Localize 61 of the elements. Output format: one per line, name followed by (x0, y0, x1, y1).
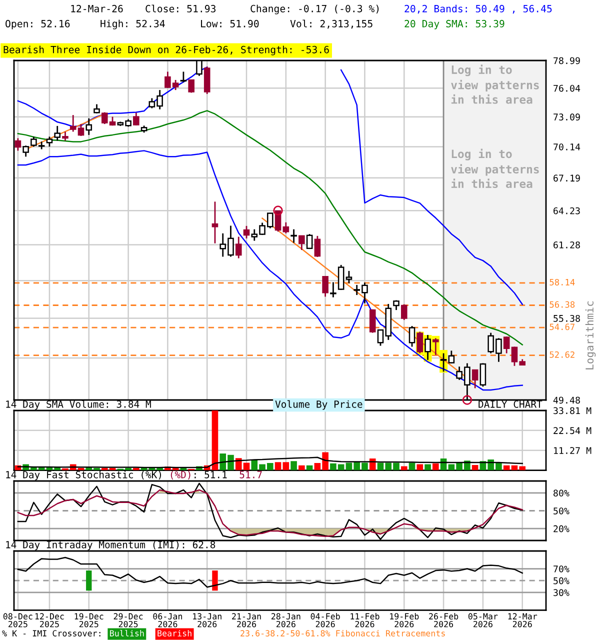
x-tick-label: 08-Dec 2025 (3, 613, 32, 628)
x-tick-label: 11-Feb 2026 (350, 613, 380, 628)
text: Low: 51.90 (201, 20, 259, 28)
text: 12-Mar-26 (71, 4, 123, 12)
ref-line-label: 58.14 (550, 278, 575, 286)
y-tick-label: 76.04 (554, 84, 580, 92)
text: High: 52.34 (100, 20, 165, 30)
text: 20,2 Bands: 50.49 , 56.45 (404, 4, 552, 14)
ref-line-label: 52.62 (550, 351, 574, 358)
y-tick-label: 73.09 (554, 114, 580, 120)
x-tick-label: 13-Jan 2026 (193, 613, 222, 628)
text: 51.7 (240, 471, 262, 478)
y-tick-label: 61.28 (554, 241, 580, 248)
x-tick-label: 12-Mar 2026 (508, 613, 538, 628)
text: Close: 51.93 (146, 4, 216, 12)
x-tick-label: 28-Jan 2026 (271, 613, 300, 628)
series-label: 14 Day Fast Stochastic (%K) (6, 470, 162, 480)
chart-title: 14 Day SMA Volume: 3.84 M (6, 400, 151, 410)
y-tick-label: 80% (554, 490, 570, 497)
ref-line-label: 56.38 (550, 301, 575, 308)
x-tick-label: 29-Dec 2025 (114, 613, 143, 628)
text: Vol: 2,313,155 (290, 20, 372, 29)
y-tick-label: 11.27 M (554, 447, 592, 454)
x-tick-label: 06-Jan 2026 (153, 613, 182, 628)
y-tick-label: 55.38 (554, 314, 580, 322)
y-tick-label: 49.48 (553, 396, 580, 404)
y-tick-label: 67.19 (554, 174, 580, 182)
x-tick-label: 19-Dec 2025 (74, 613, 104, 628)
x-tick-label: 21-Jan 2026 (232, 613, 261, 628)
text: Bearish (158, 630, 192, 636)
y-tick-label: 50% (554, 507, 570, 514)
x-tick-label: 05-Mar 2026 (468, 613, 498, 628)
ref-line-label: 54.67 (550, 324, 574, 330)
text: Bullish (110, 630, 144, 636)
y-tick-label: 70.14 (554, 143, 580, 150)
y-tick-label: 50% (554, 577, 570, 584)
text: 20 Day SMA: 53.39 (404, 20, 504, 30)
series-label: (%D) (170, 470, 190, 480)
text: : 51.1 (194, 471, 227, 478)
chart-title: 14 Day Intraday Momentum (IMI): 62.8 (6, 540, 216, 550)
text: Open: 52.16 (6, 20, 70, 30)
y-tick-label: 78.99 (554, 57, 580, 64)
y-tick-label: 30% (554, 589, 570, 596)
y-tick-label: 33.81 M (554, 407, 592, 414)
text: Bearish Three Inside Down on 26-Feb-26, Strength: -53.6 (4, 46, 329, 56)
text: Volume By Price (275, 400, 362, 410)
annotation: Log in to view patterns in this area (451, 148, 539, 188)
x-tick-label: 19-Feb 2026 (390, 613, 419, 628)
y-tick-label: 70% (554, 565, 570, 572)
text: 23.6-38.2-50-61.8% Fibonacci Retracements (240, 630, 445, 636)
x-tick-label: 12-Dec 2025 (35, 613, 64, 628)
y-tick-label: 22.54 M (554, 427, 592, 434)
band-label: Log in to view patterns in this area (451, 64, 539, 104)
x-tick-label: 04-Feb 2026 (310, 613, 340, 628)
text: Change: -0.17 (-0.3 %) (250, 4, 379, 14)
y-tick-label: 20% (554, 525, 570, 532)
legend-title: % K - IMI Crossover: (2, 630, 100, 636)
text: DAILY CHART (478, 400, 542, 408)
y-axis-title: Logarithmic (585, 301, 596, 370)
x-tick-label: 26-Feb 2026 (429, 613, 458, 628)
y-tick-label: 64.23 (554, 207, 580, 214)
